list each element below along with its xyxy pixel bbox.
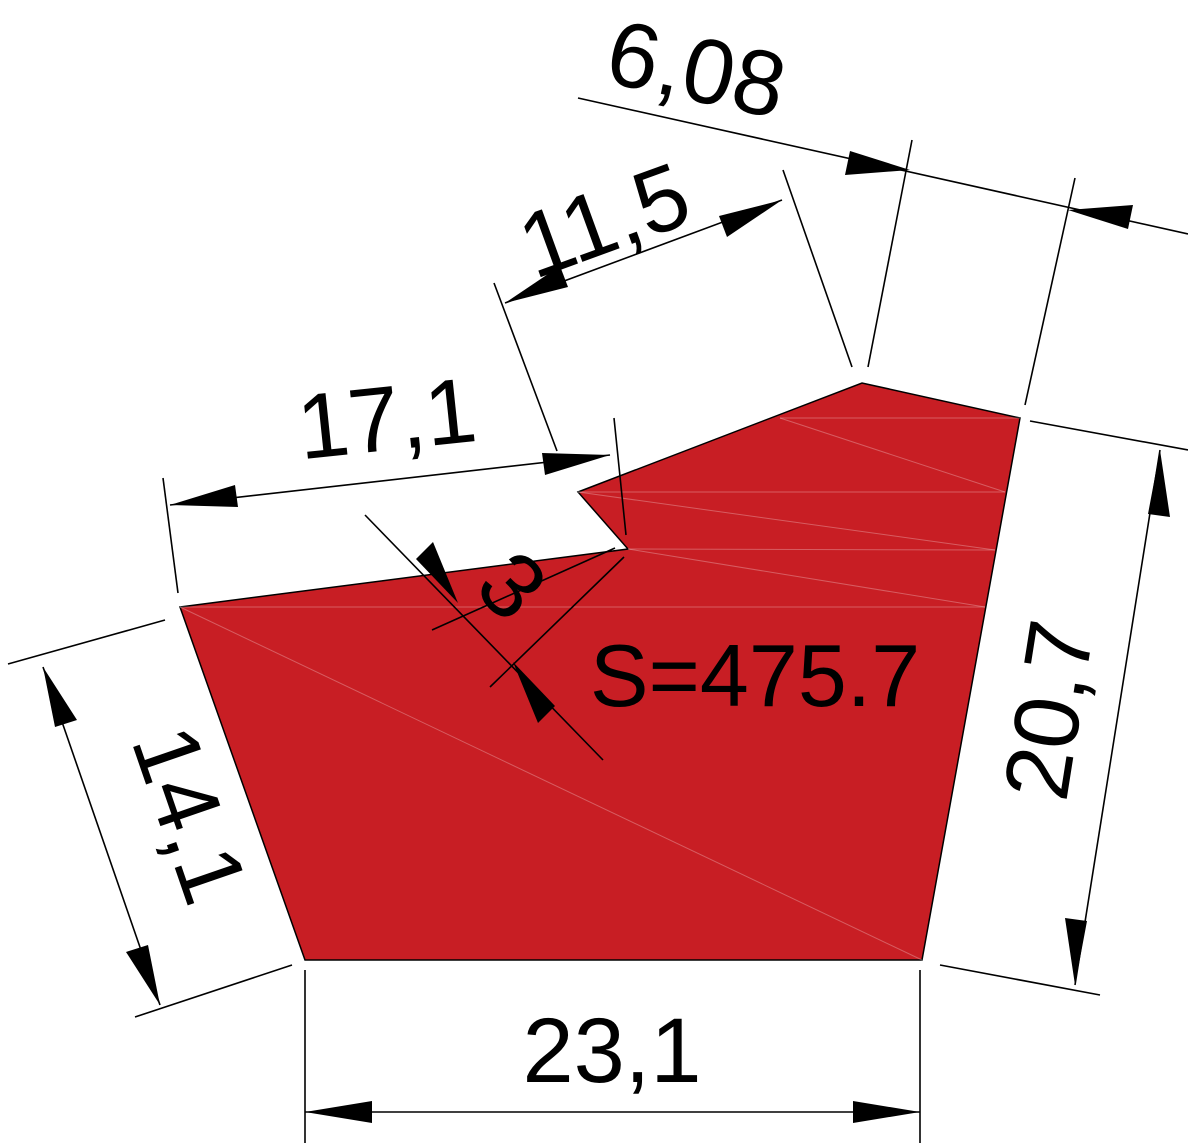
red-piece-shape [178,382,1021,961]
dim-top-left-label: 17,1 [292,359,481,479]
dim-top-mid-label: 11,5 [506,143,703,298]
area-label: S=475.7 [590,626,920,725]
piece-facets [179,417,1020,961]
arrowheads [43,151,1170,1123]
dim-bottom-label: 23,1 [522,1000,701,1102]
dim-right-side-label: 20,7 [985,614,1114,807]
dim-top-small-label: 6,08 [598,1,794,138]
extension-lines [7,97,1188,1143]
